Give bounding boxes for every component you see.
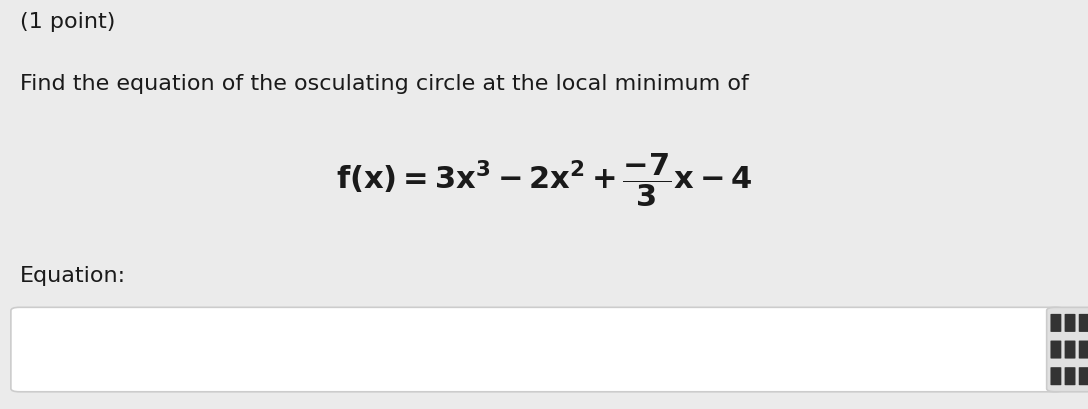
FancyBboxPatch shape [1064,367,1075,385]
FancyBboxPatch shape [1078,367,1088,385]
FancyBboxPatch shape [11,308,1064,392]
FancyBboxPatch shape [1078,341,1088,359]
Text: Find the equation of the osculating circle at the local minimum of: Find the equation of the osculating circ… [20,74,749,94]
FancyBboxPatch shape [1047,308,1088,392]
FancyBboxPatch shape [1050,367,1062,385]
FancyBboxPatch shape [1050,314,1062,332]
Text: (1 point): (1 point) [20,12,115,32]
FancyBboxPatch shape [1064,314,1075,332]
FancyBboxPatch shape [1078,314,1088,332]
FancyBboxPatch shape [1064,341,1075,359]
FancyBboxPatch shape [1050,341,1062,359]
Text: $\mathbf{f(x) = 3x^3 - 2x^2 + \dfrac{-7}{3}x - 4}$: $\mathbf{f(x) = 3x^3 - 2x^2 + \dfrac{-7}… [336,151,752,209]
Text: Equation:: Equation: [20,266,126,286]
